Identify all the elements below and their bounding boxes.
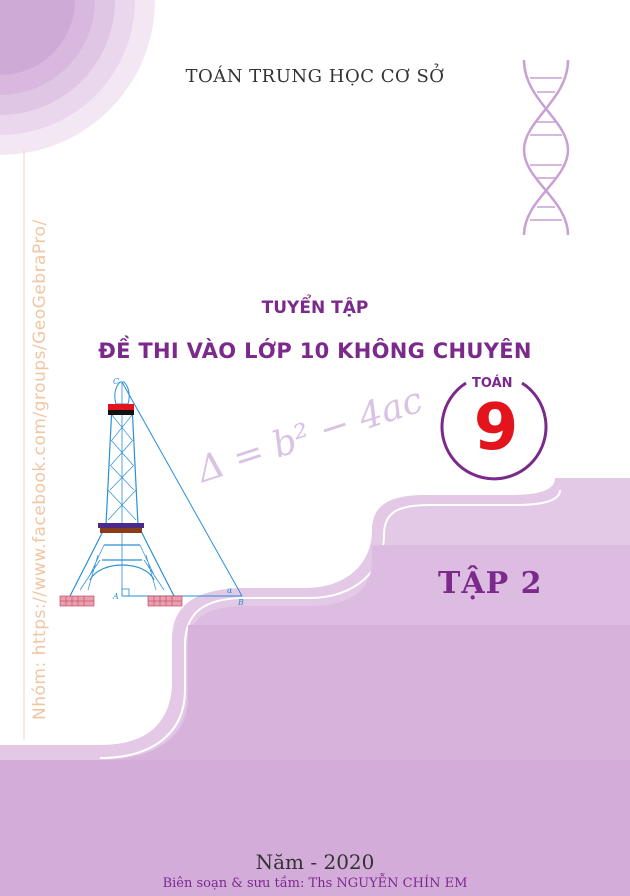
subject-label: TOÁN xyxy=(472,376,513,391)
vertex-label-c: C xyxy=(113,377,119,386)
collection-label: TUYỂN TẬP xyxy=(261,298,369,318)
dna-helix-icon xyxy=(522,59,570,236)
stepped-panels xyxy=(0,470,630,896)
author-credit: Biên soạn & sưu tầm: Ths NGUYỄN CHÍN EM xyxy=(162,876,468,891)
series-header: TOÁN TRUNG HỌC CƠ SỞ xyxy=(185,66,445,87)
publication-year: Năm - 2020 xyxy=(255,850,375,874)
corner-circles xyxy=(0,0,155,155)
group-link-vertical: Nhóm: https://www.facebook.com/groups/Ge… xyxy=(30,219,50,720)
eiffel-tower-figure: C A B α xyxy=(59,377,244,607)
vertex-label-b: B xyxy=(237,598,244,607)
grade-number: 9 xyxy=(473,391,519,465)
vertex-label-a: A xyxy=(112,592,119,601)
volume-label: TẬP 2 xyxy=(438,566,543,601)
book-title: ĐỀ THI VÀO LỚP 10 KHÔNG CHUYÊN xyxy=(98,339,532,363)
angle-label: α xyxy=(227,586,233,595)
grade-badge xyxy=(440,381,548,481)
